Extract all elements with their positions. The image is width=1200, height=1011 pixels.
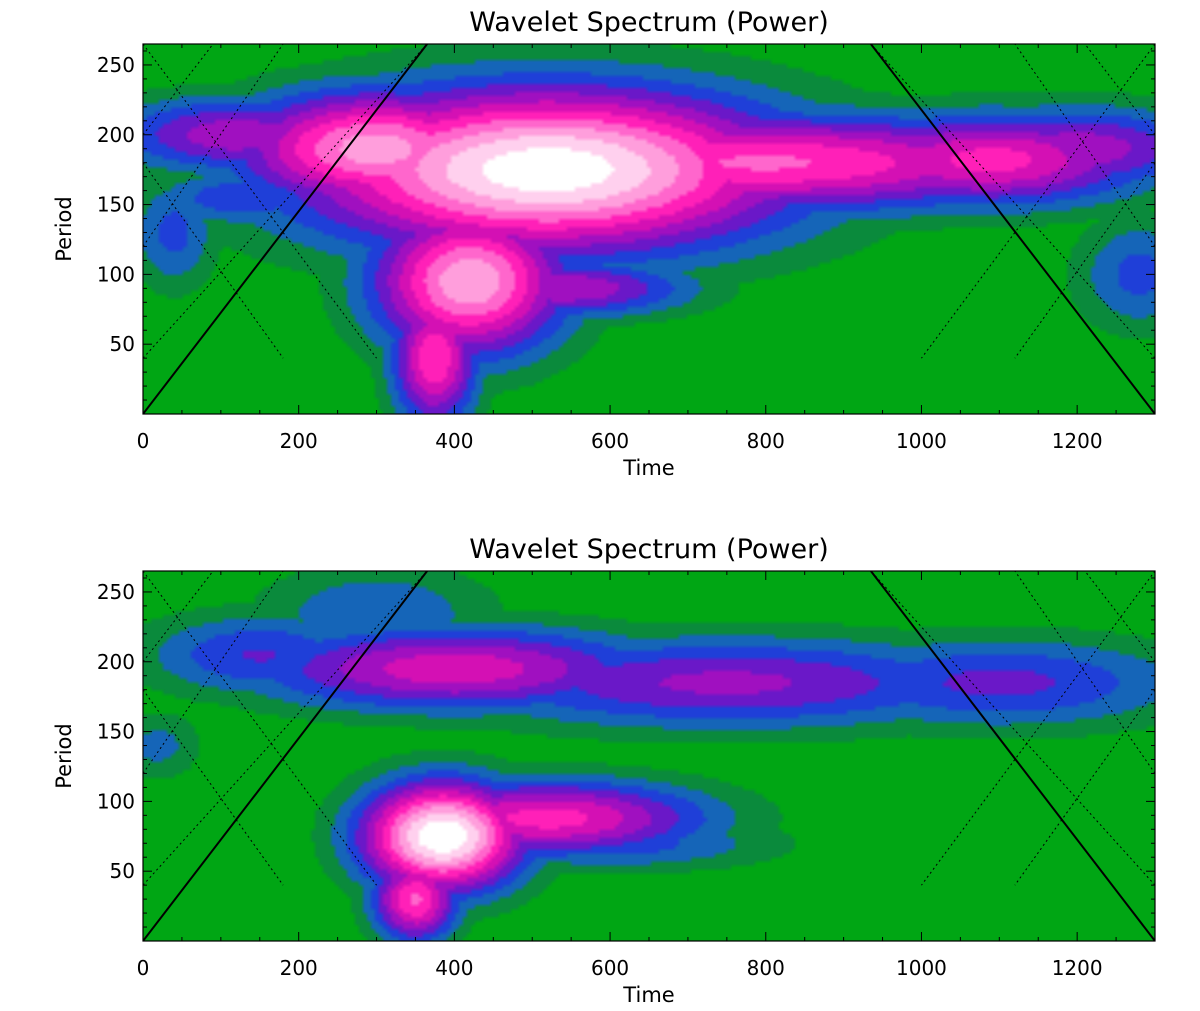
y-tick-label: 200 [97,123,135,147]
x-axis-label: Time [622,983,674,1007]
cone-of-influence-right [870,571,1155,941]
x-axis-label: Time [622,456,674,480]
y-axis-label: Period [52,723,76,788]
x-tick-label: 400 [435,956,473,980]
power-heatmap [143,571,1155,941]
dotted-guide-line [143,44,284,247]
y-tick-label: 100 [97,262,135,286]
x-tick-label: 200 [280,429,318,453]
dotted-guide-line [1014,689,1155,886]
dotted-guide-line [143,571,428,886]
y-tick-label: 50 [110,332,135,356]
x-tick-label: 1200 [1052,956,1103,980]
x-tick-label: 400 [435,429,473,453]
y-axis-label: Period [52,196,76,261]
dotted-guide-line [1014,162,1155,359]
dotted-guide-line [143,571,377,886]
dotted-guide-line [143,162,284,359]
x-tick-label: 800 [747,956,785,980]
dotted-guide-line [921,571,1155,886]
x-tick-label: 200 [280,956,318,980]
y-tick-label: 150 [97,193,135,217]
dotted-guide-line [921,44,1155,359]
dotted-guide-line [1014,44,1155,247]
dotted-guide-line [143,44,214,136]
dotted-guide-line [1084,44,1155,136]
power-heatmap [143,44,1155,414]
cone-of-influence-right [870,44,1155,414]
dotted-guide-line [143,44,377,359]
x-tick-label: 0 [137,956,150,980]
y-tick-label: 250 [97,53,135,77]
y-tick-label: 200 [97,650,135,674]
y-tick-label: 100 [97,789,135,813]
dotted-guide-line [143,571,284,774]
x-tick-label: 600 [591,429,629,453]
dotted-guide-line [143,571,214,663]
chart-title: Wavelet Spectrum (Power) [469,7,829,38]
dotted-guide-line [1084,571,1155,663]
y-tick-label: 50 [110,859,135,883]
x-tick-label: 600 [591,956,629,980]
x-tick-label: 0 [137,429,150,453]
x-tick-label: 800 [747,429,785,453]
cone-of-influence-left [143,571,428,941]
dotted-guide-line [1014,571,1155,774]
cone-of-influence-left [143,44,428,414]
x-tick-label: 1200 [1052,429,1103,453]
y-tick-label: 250 [97,580,135,604]
dotted-guide-line [870,44,1155,359]
x-tick-label: 1000 [896,956,947,980]
dotted-guide-line [870,571,1155,886]
dotted-guide-line [143,689,284,886]
chart-panel-2: 0 200 400 600 800 1000 1200 50 100 150 200 250 Wavel… [52,534,1156,1007]
chart-title: Wavelet Spectrum (Power) [469,534,829,565]
y-tick-label: 150 [97,720,135,744]
dotted-guide-line [143,44,428,359]
chart-panel-1: 0 200 400 600 800 1000 1200 50 100 150 200 250 Wavel… [52,7,1156,480]
x-tick-label: 1000 [896,429,947,453]
